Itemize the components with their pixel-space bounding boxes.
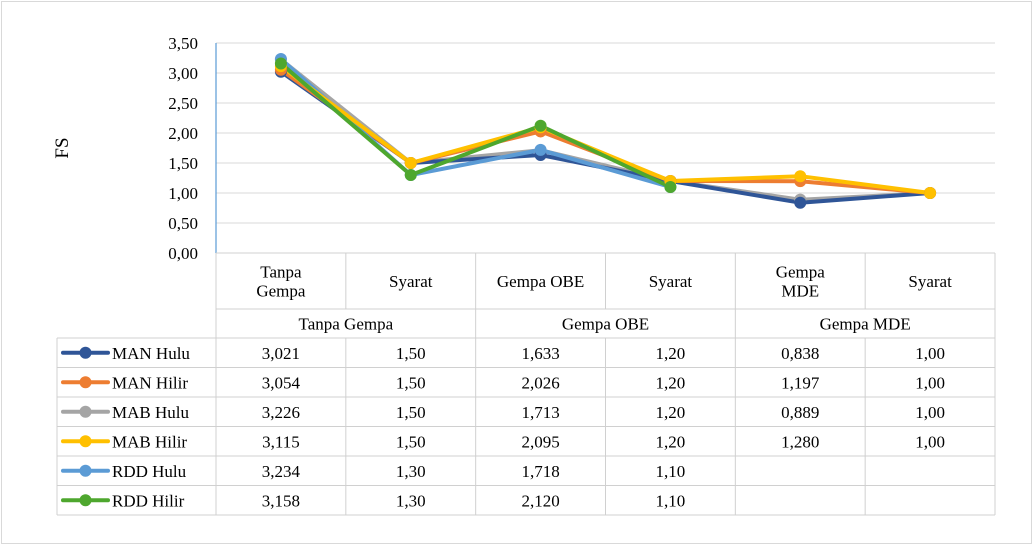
x-tick-label: Syarat [389, 272, 433, 291]
data-point [534, 143, 547, 156]
y-tick-label: 1,00 [168, 184, 198, 203]
x-tick-label: Tanpa [260, 263, 302, 282]
data-point [534, 119, 547, 132]
legend-label: MAN Hulu [112, 344, 190, 363]
legend-label: RDD Hulu [112, 462, 187, 481]
data-label: 3,234 [262, 462, 301, 481]
group-label: Gempa OBE [562, 315, 649, 334]
data-label: 1,280 [781, 432, 819, 451]
legend-label: MAB Hilir [112, 432, 187, 451]
data-label: 1,20 [656, 403, 686, 422]
legend-key-marker [79, 464, 92, 477]
data-label: 3,054 [262, 373, 301, 392]
y-tick-label: 0,50 [168, 214, 198, 233]
data-label: 1,50 [396, 403, 426, 422]
data-label: 2,026 [521, 373, 559, 392]
data-point [404, 157, 417, 169]
data-label: 1,20 [656, 344, 686, 363]
data-label: 1,50 [396, 344, 426, 363]
series-line [278, 67, 933, 195]
group-label: Tanpa Gempa [299, 315, 394, 334]
y-tick-label: 1,50 [168, 154, 198, 173]
y-tick-label: 0,00 [168, 244, 198, 263]
data-label: 0,889 [781, 403, 819, 422]
data-label: 3,158 [262, 491, 300, 510]
data-point [404, 169, 417, 181]
legend-key-marker [79, 494, 92, 507]
x-tick-label: MDE [781, 282, 819, 301]
x-tick-label: Gempa [256, 282, 306, 301]
data-label: 1,10 [656, 491, 686, 510]
legend-key-marker [79, 346, 92, 359]
data-point [794, 170, 807, 183]
data-label: 1,00 [915, 373, 945, 392]
data-label: 2,120 [521, 491, 559, 510]
data-label: 1,718 [521, 462, 559, 481]
legend-key-marker [79, 435, 92, 448]
series-line [278, 61, 673, 189]
x-tick-label: Syarat [649, 272, 693, 291]
y-tick-label: 2,00 [168, 124, 198, 143]
data-label: 1,20 [656, 432, 686, 451]
data-label: 1,10 [656, 462, 686, 481]
data-label: 3,021 [262, 344, 300, 363]
data-label: 1,30 [396, 491, 426, 510]
data-point [274, 57, 287, 70]
data-label: 1,30 [396, 462, 426, 481]
legend-key-marker [79, 376, 92, 389]
legend-label: MAN Hilir [112, 373, 188, 392]
y-tick-label: 3,00 [168, 64, 198, 83]
x-tick-label: Gempa [776, 263, 826, 282]
data-label: 1,00 [915, 403, 945, 422]
legend-label: MAB Hulu [112, 403, 189, 422]
data-point [794, 196, 807, 209]
data-point [664, 181, 677, 193]
group-label: Gempa MDE [820, 315, 911, 334]
data-label: 1,20 [656, 373, 686, 392]
data-label: 1,00 [915, 432, 945, 451]
x-tick-label: Syarat [908, 272, 952, 291]
data-label: 1,197 [781, 373, 820, 392]
data-label: 2,095 [521, 432, 559, 451]
data-label: 1,50 [396, 373, 426, 392]
data-point [924, 187, 937, 199]
y-tick-label: 3,50 [168, 34, 198, 53]
legend-key-marker [79, 405, 92, 418]
y-axis-label: FS [52, 137, 73, 158]
data-label: 1,00 [915, 344, 945, 363]
data-label: 1,633 [521, 344, 559, 363]
data-label: 3,115 [262, 432, 300, 451]
series-line [278, 64, 933, 195]
data-label: 1,713 [521, 403, 559, 422]
x-tick-label: Gempa OBE [497, 272, 584, 291]
y-tick-label: 2,50 [168, 94, 198, 113]
data-label: 1,50 [396, 432, 426, 451]
data-label: 0,838 [781, 344, 819, 363]
data-label: 3,226 [262, 403, 300, 422]
legend-label: RDD Hilir [112, 491, 185, 510]
